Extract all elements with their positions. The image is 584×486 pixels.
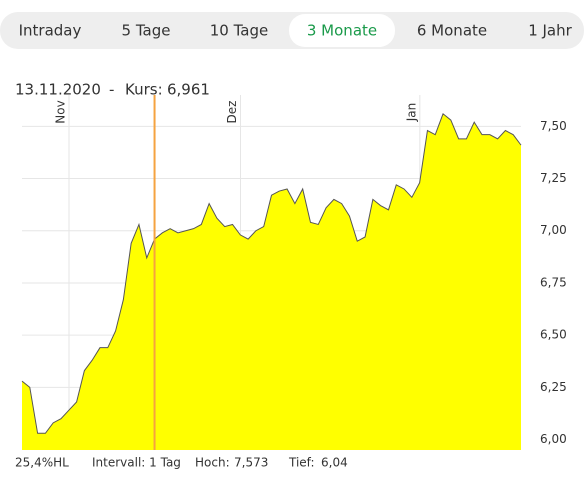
header-value: 6,961 bbox=[167, 81, 210, 99]
y-tick-label: 6,75 bbox=[540, 275, 567, 289]
y-tick-label: 6,00 bbox=[540, 432, 567, 446]
y-tick-label: 7,25 bbox=[540, 171, 567, 185]
footer-interval: Intervall: 1 Tag bbox=[92, 456, 181, 470]
y-tick-label: 7,50 bbox=[540, 119, 567, 133]
tab[interactable]: Intraday bbox=[19, 22, 82, 40]
header-label: Kurs: bbox=[125, 81, 163, 99]
tab[interactable]: 1 Jahr bbox=[528, 22, 572, 40]
y-tick-label: 6,25 bbox=[540, 380, 567, 394]
x-tick-label: Jan bbox=[404, 103, 418, 123]
tab[interactable]: 6 Monate bbox=[417, 22, 487, 40]
footer-high-label: Hoch: bbox=[195, 456, 230, 470]
tab[interactable]: 3 Monate bbox=[307, 22, 377, 40]
line bbox=[21, 112, 522, 434]
x-tick-label: Dez bbox=[225, 101, 239, 124]
tab[interactable]: 5 Tage bbox=[122, 22, 171, 40]
y-tick-label: 7,00 bbox=[540, 223, 567, 237]
header-separator: - bbox=[109, 81, 114, 99]
area bbox=[22, 113, 521, 450]
footer-high: 7,573 bbox=[234, 456, 268, 470]
y-tick-label: 6,50 bbox=[540, 328, 567, 342]
tab[interactable]: 10 Tage bbox=[210, 22, 268, 40]
footer-low: 6,04 bbox=[321, 456, 348, 470]
footer-range: 25,4%HL bbox=[15, 456, 69, 470]
footer-low-label: Tief: bbox=[288, 456, 315, 470]
active-tab-bg bbox=[289, 14, 395, 47]
header-date: 13.11.2020 bbox=[15, 81, 101, 99]
x-tick-label: Nov bbox=[53, 100, 67, 123]
